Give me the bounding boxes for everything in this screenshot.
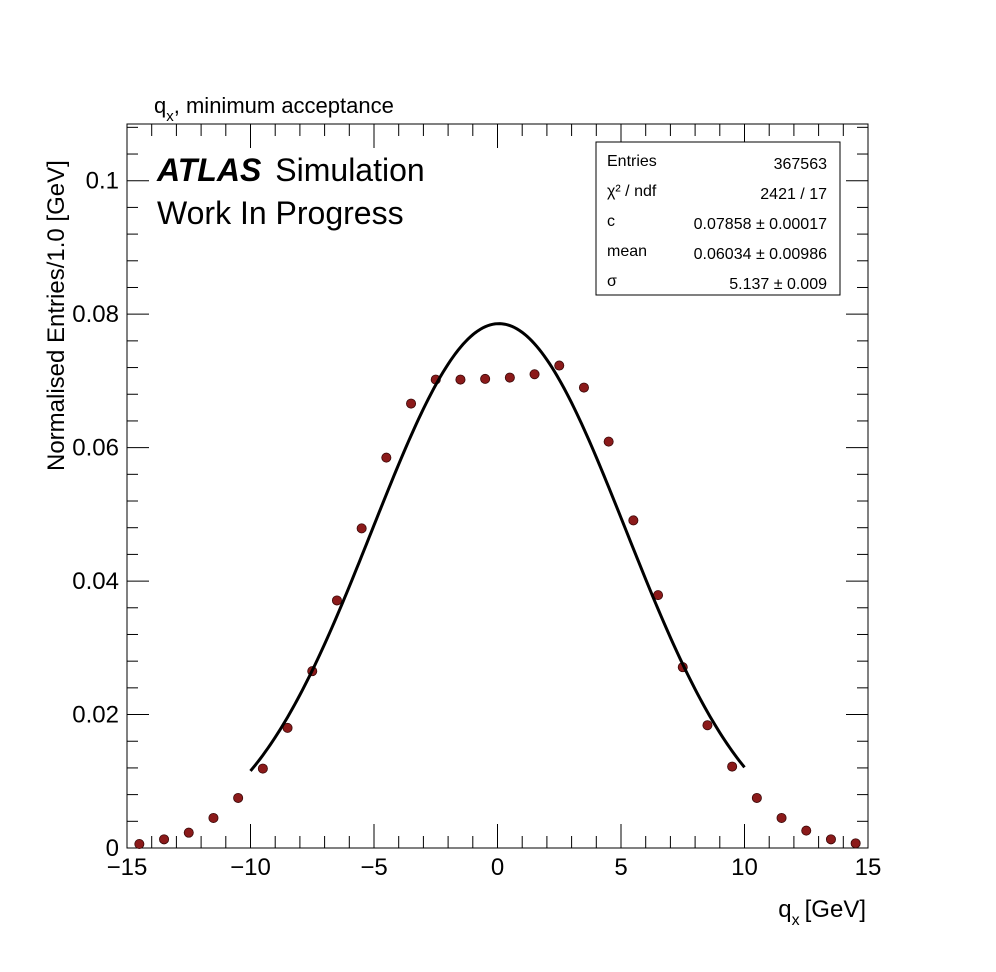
x-tick-label: −15: [107, 854, 148, 881]
data-point: [702, 720, 713, 731]
chart-title: qx, minimum acceptance: [154, 93, 394, 125]
fit-curve: [249, 322, 746, 772]
data-point: [504, 372, 515, 383]
atlas-suffix: Simulation: [275, 152, 424, 188]
x-tick-label: −5: [360, 854, 387, 881]
y-tick-label: 0.02: [72, 702, 119, 729]
data-point: [776, 812, 787, 823]
axis-tick-labels: −15 −10 −5 0 5 10 15 0 0.02 0.04 0.06 0.08 0.1: [72, 168, 881, 881]
stats-row-value: 367563: [774, 156, 827, 173]
data-point: [455, 374, 466, 385]
data-point: [356, 523, 367, 534]
stats-row-label: c: [607, 213, 615, 230]
stats-row-value: 5.137 ± 0.009: [729, 276, 827, 293]
x-tick-label: 15: [855, 854, 882, 881]
data-point: [134, 838, 145, 849]
x-tick-label: −10: [230, 854, 271, 881]
data-point: [751, 792, 762, 803]
x-tick-label: 10: [731, 854, 758, 881]
data-point: [850, 838, 861, 849]
y-tick-label: 0: [106, 835, 119, 862]
x-axis-label: qx [GeV]: [778, 896, 866, 929]
stats-box: Entries 367563 χ² / ndf 2421 / 17 c 0.07858 ±…: [595, 141, 841, 296]
y-tick-label: 0.1: [86, 168, 119, 195]
atlas-logo-text: ATLAS: [156, 152, 262, 188]
data-point: [406, 398, 417, 409]
stats-row-label: σ: [607, 273, 617, 290]
data-point: [578, 382, 589, 393]
data-point: [554, 360, 565, 371]
data-point: [480, 373, 491, 384]
y-tick-label: 0.08: [72, 301, 119, 328]
atlas-status: Work In Progress: [157, 195, 404, 231]
stats-row-value: 2421 / 17: [760, 186, 827, 203]
data-point: [381, 452, 392, 463]
stats-row-label: χ² / ndf: [607, 183, 657, 200]
stats-row-label: Entries: [607, 153, 657, 170]
data-point: [529, 369, 540, 380]
fit-curve-group: [249, 322, 746, 772]
y-axis-label: Normalised Entries/1.0 [GeV]: [43, 160, 70, 471]
stats-row-value: 0.07858 ± 0.00017: [694, 216, 827, 233]
data-point: [825, 834, 836, 845]
y-tick-label: 0.04: [72, 568, 119, 595]
stats-box-frame: [595, 141, 841, 296]
data-point: [183, 827, 194, 838]
stats-row-label: mean: [607, 243, 647, 260]
data-point: [801, 825, 812, 836]
data-point: [233, 792, 244, 803]
data-points: [134, 360, 861, 849]
data-point: [331, 595, 342, 606]
data-point: [282, 722, 293, 733]
data-point: [257, 763, 268, 774]
data-point: [159, 834, 170, 845]
y-tick-label: 0.06: [72, 435, 119, 462]
x-tick-label: 5: [614, 854, 627, 881]
data-point: [727, 761, 738, 772]
data-point: [628, 515, 639, 526]
stats-row-value: 0.06034 ± 0.00986: [694, 246, 827, 263]
data-point: [208, 812, 219, 823]
data-point: [603, 436, 614, 447]
atlas-label: ATLAS Simulation: [156, 152, 425, 188]
x-tick-label: 0: [491, 854, 504, 881]
